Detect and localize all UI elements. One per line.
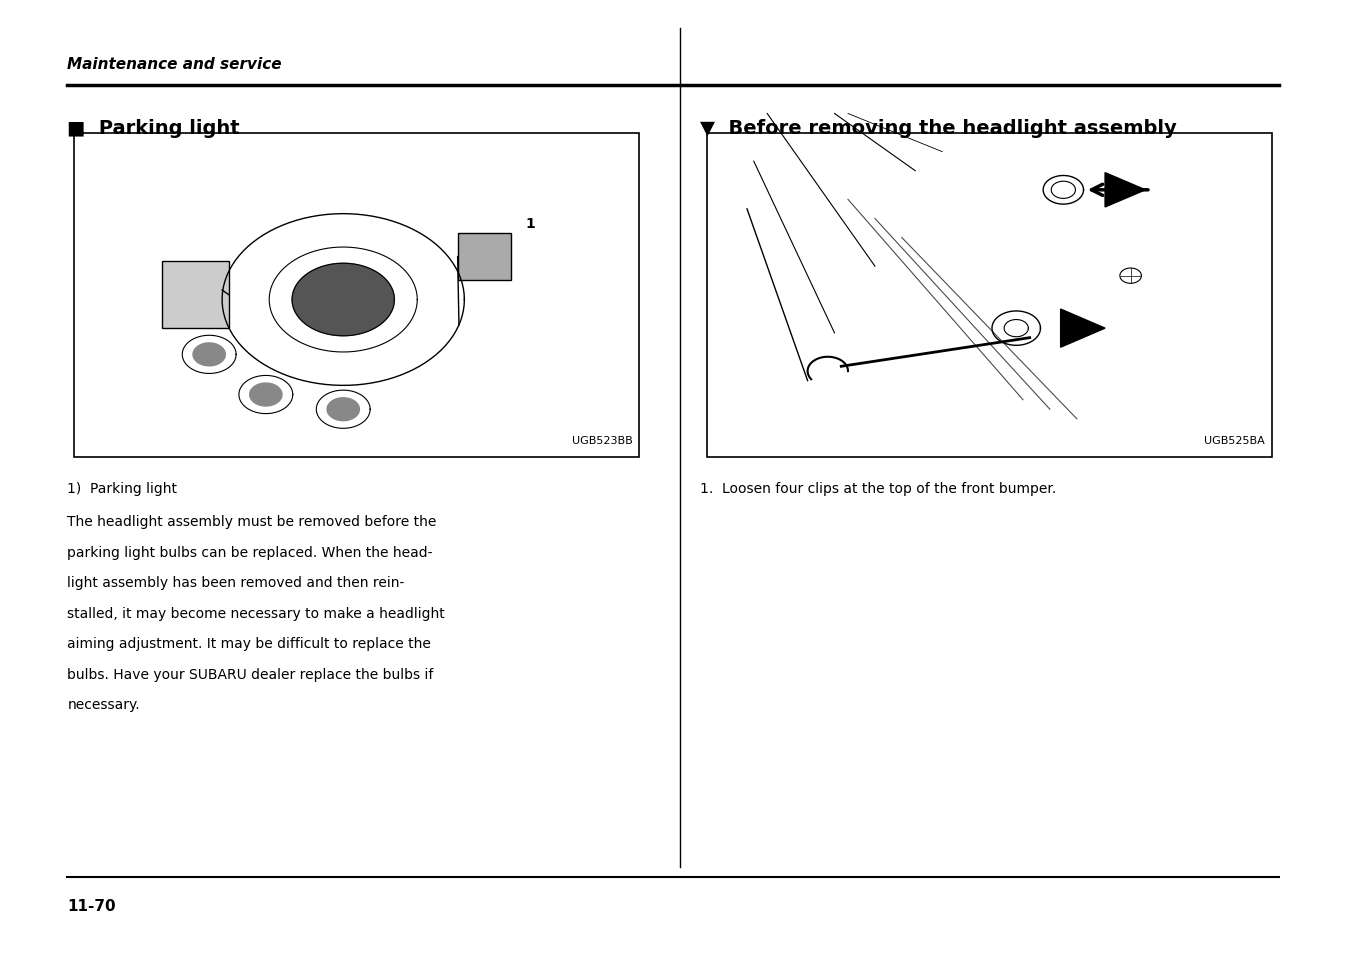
Text: 1)  Parking light: 1) Parking light <box>67 481 178 496</box>
Polygon shape <box>992 312 1040 346</box>
Text: 1: 1 <box>525 217 534 231</box>
Text: parking light bulbs can be replaced. When the head-: parking light bulbs can be replaced. Whe… <box>67 545 433 559</box>
Text: light assembly has been removed and then rein-: light assembly has been removed and then… <box>67 576 405 590</box>
Bar <box>162 262 229 329</box>
Text: necessary.: necessary. <box>67 698 140 712</box>
Polygon shape <box>250 384 281 407</box>
Text: 1.  Loosen four clips at the top of the front bumper.: 1. Loosen four clips at the top of the f… <box>700 481 1057 496</box>
Bar <box>458 233 511 281</box>
Text: UGB523BB: UGB523BB <box>572 436 633 446</box>
Text: UGB525BA: UGB525BA <box>1205 436 1265 446</box>
Text: Maintenance and service: Maintenance and service <box>67 56 281 71</box>
Text: ■  Parking light: ■ Parking light <box>67 119 240 138</box>
Polygon shape <box>192 344 225 366</box>
Text: 11-70: 11-70 <box>67 898 116 913</box>
Bar <box>707 133 1272 457</box>
Text: bulbs. Have your SUBARU dealer replace the bulbs if: bulbs. Have your SUBARU dealer replace t… <box>67 667 433 681</box>
Text: The headlight assembly must be removed before the: The headlight assembly must be removed b… <box>67 515 436 529</box>
Bar <box>74 133 639 457</box>
Text: stalled, it may become necessary to make a headlight: stalled, it may become necessary to make… <box>67 606 446 620</box>
Polygon shape <box>327 398 359 421</box>
Polygon shape <box>292 264 394 336</box>
Text: ▼  Before removing the headlight assembly: ▼ Before removing the headlight assembly <box>700 119 1176 138</box>
Polygon shape <box>1043 176 1084 205</box>
Text: aiming adjustment. It may be difficult to replace the: aiming adjustment. It may be difficult t… <box>67 637 431 651</box>
Polygon shape <box>1061 310 1105 348</box>
Polygon shape <box>1105 173 1145 208</box>
